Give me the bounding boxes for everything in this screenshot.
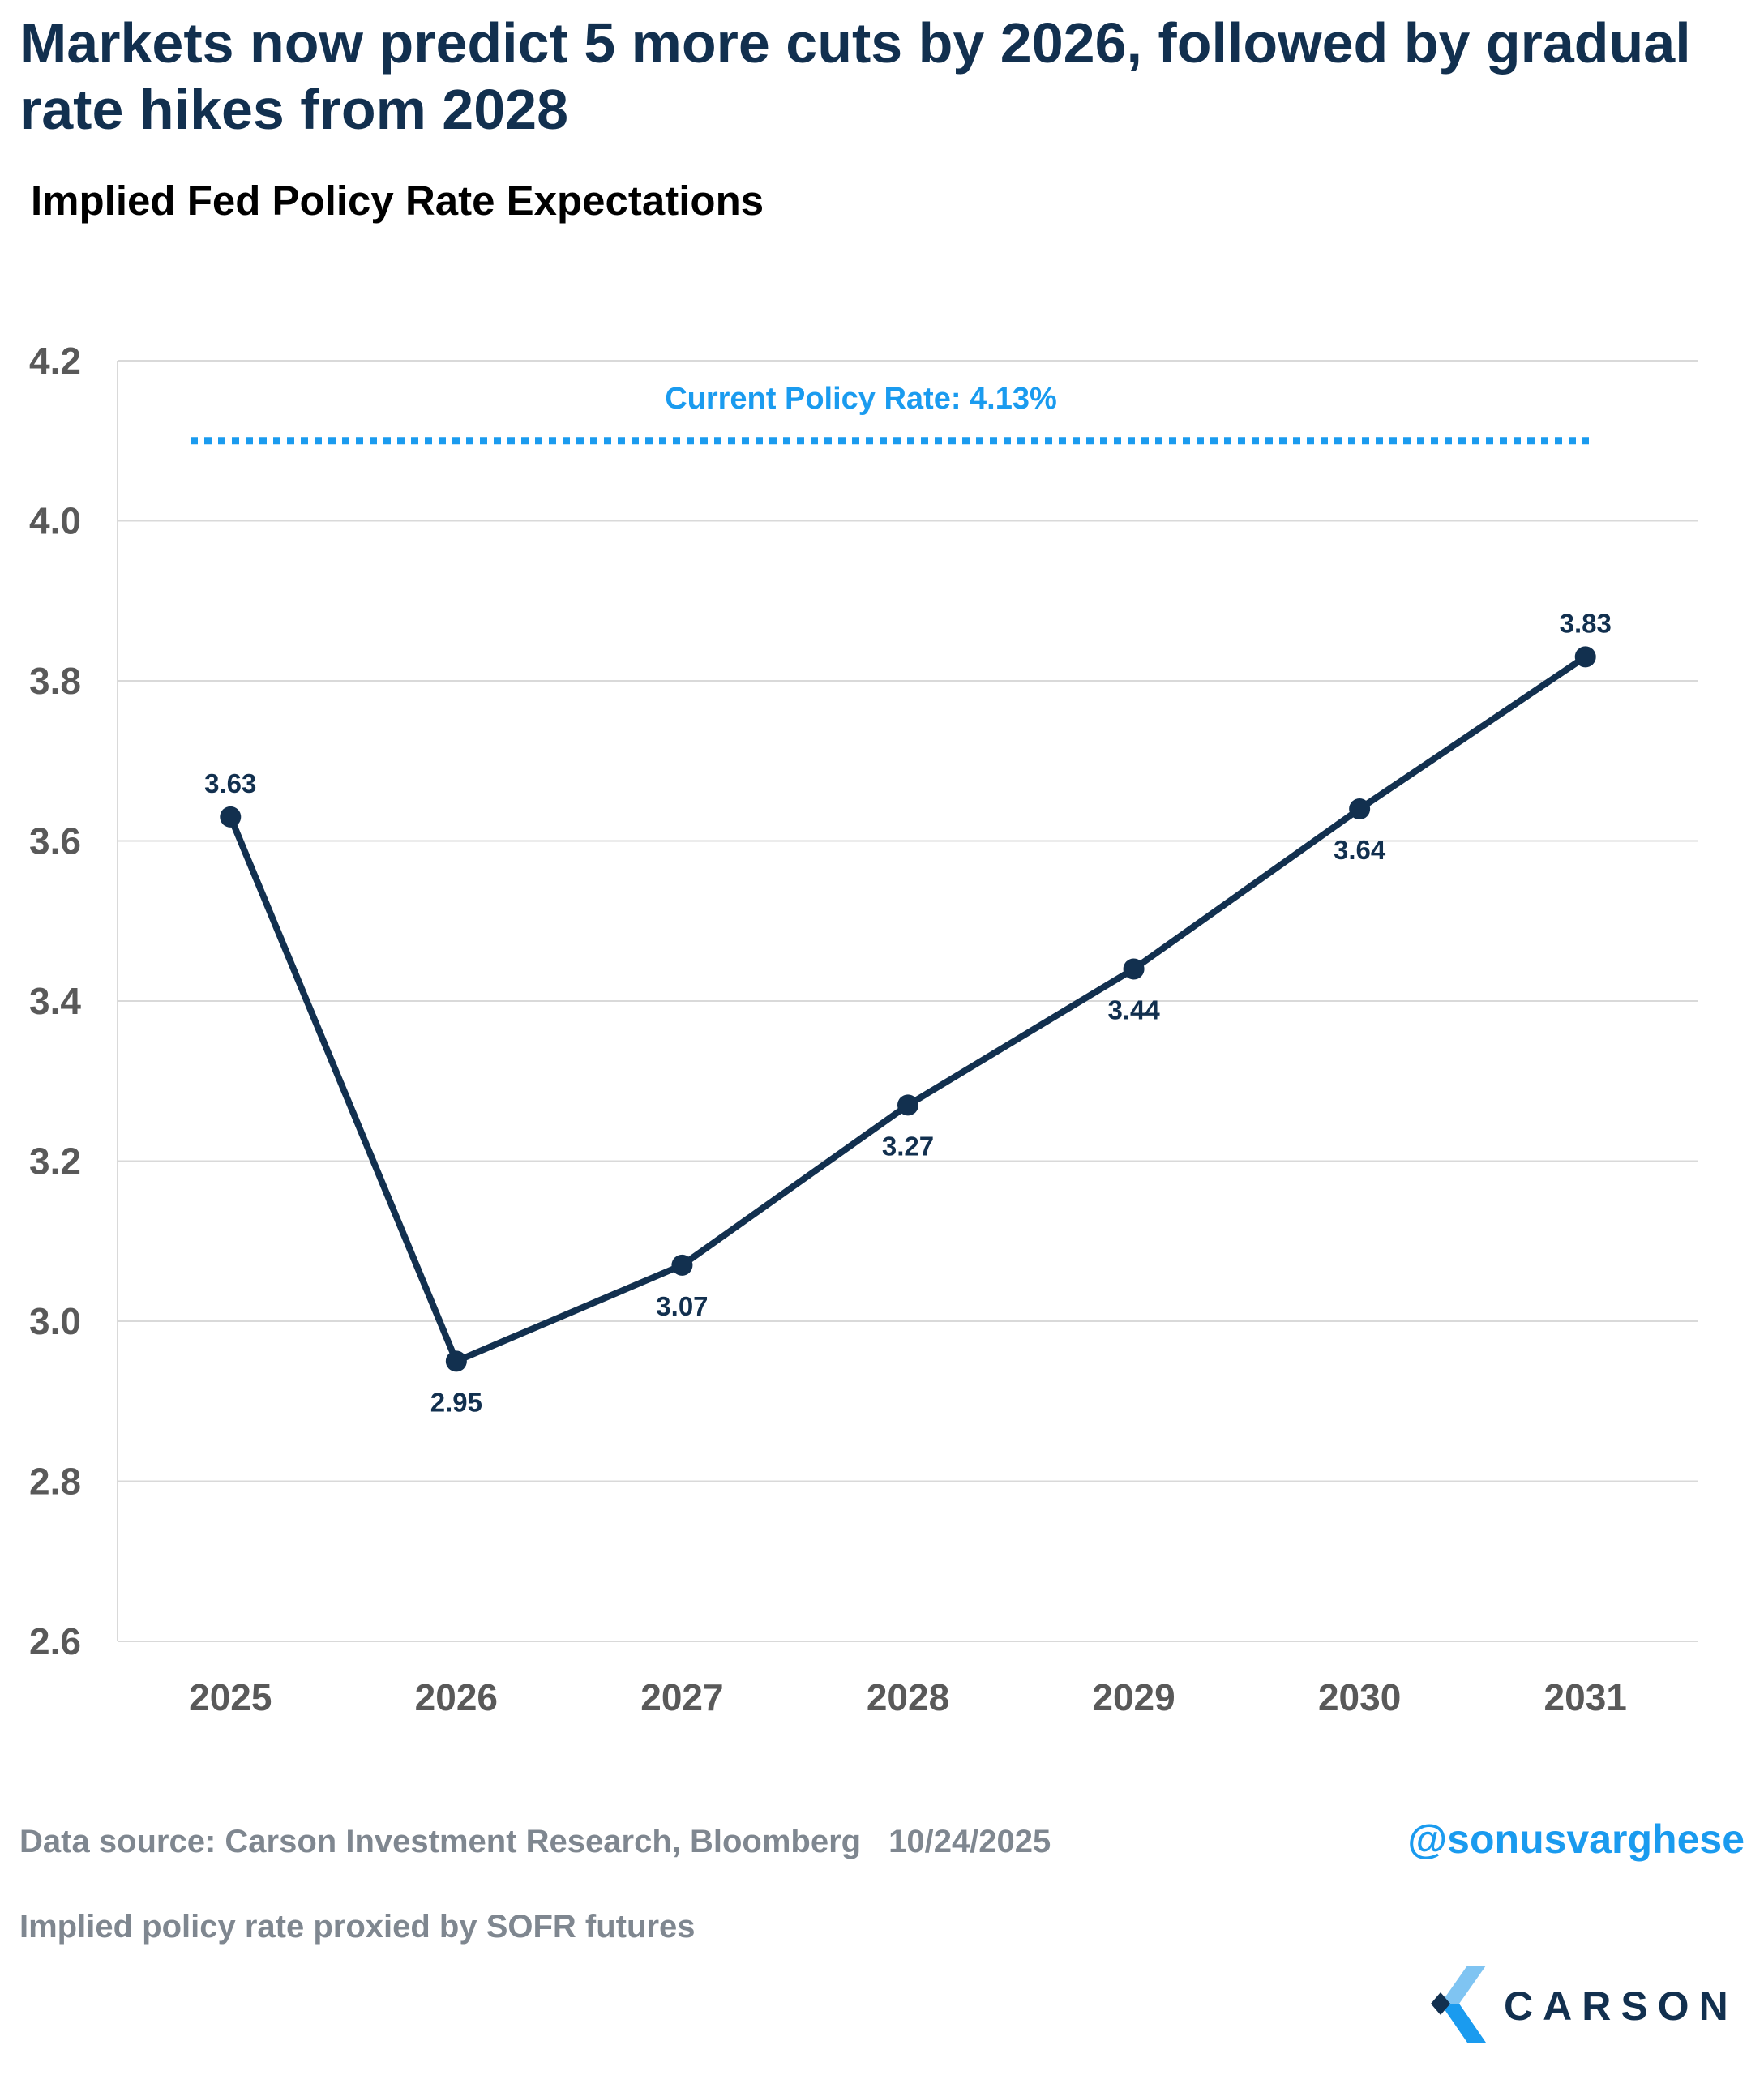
y-tick-label: 3.0 (29, 1300, 81, 1342)
line-chart: 2.6 2.8 3.0 3.2 3.4 3.6 3.8 4.0 4.2 2025 2026 2027… (29, 340, 1698, 1718)
data-point (220, 806, 242, 828)
y-tick-label: 3.2 (29, 1140, 81, 1183)
x-tick-label: 2030 (1318, 1676, 1401, 1718)
data-label: 2.95 (430, 1387, 482, 1417)
footnote: Implied policy rate proxied by SOFR futu… (19, 1909, 696, 1945)
data-point (897, 1094, 918, 1116)
y-tick-label: 2.8 (29, 1461, 81, 1503)
y-tick-label: 2.6 (29, 1620, 81, 1662)
chart-subtitle: Implied Fed Policy Rate Expectations (31, 178, 764, 224)
carson-chevron-icon (1431, 1966, 1486, 2043)
y-tick-label: 3.4 (29, 980, 81, 1022)
y-axis-ticks: 2.6 2.8 3.0 3.2 3.4 3.6 3.8 4.0 4.2 (29, 340, 81, 1662)
reference-line-group: Current Policy Rate: 4.13% (191, 382, 1589, 445)
y-tick-label: 3.6 (29, 820, 81, 862)
data-label: 3.63 (204, 768, 256, 798)
source-text: Data source: Carson Investment Research,… (19, 1824, 862, 1859)
x-tick-label: 2031 (1544, 1676, 1627, 1718)
y-tick-label: 3.8 (29, 660, 81, 702)
data-label: 3.83 (1560, 608, 1612, 638)
data-label: 3.27 (882, 1131, 934, 1161)
carson-logo-text: CARSON (1504, 1983, 1738, 2029)
y-tick-label: 4.0 (29, 500, 81, 542)
chart-title: Markets now predict 5 more cuts by 2026,… (19, 11, 1691, 141)
data-label: 3.44 (1107, 995, 1160, 1025)
data-point (445, 1350, 467, 1372)
series-line (227, 653, 1589, 1365)
x-tick-label: 2029 (1092, 1676, 1175, 1718)
data-source: Data source: Carson Investment Research,… (19, 1824, 1051, 1860)
data-point (1123, 958, 1145, 980)
series-group: 3.63 2.95 3.07 3.27 3.44 3.64 3.83 (204, 608, 1612, 1417)
data-label: 3.64 (1334, 835, 1386, 865)
reference-line-label: Current Policy Rate: 4.13% (665, 382, 1057, 416)
author-handle: @sonusvarghese (1407, 1816, 1745, 1862)
x-axis-ticks: 2025 2026 2027 2028 2029 2030 2031 (189, 1676, 1627, 1718)
source-date: 10/24/2025 (888, 1824, 1051, 1859)
x-tick-label: 2028 (867, 1676, 949, 1718)
x-tick-label: 2025 (189, 1676, 272, 1718)
y-tick-label: 4.2 (29, 340, 81, 382)
carson-logo: CARSON (1423, 1962, 1747, 2051)
data-point (1574, 646, 1596, 668)
data-label: 3.07 (656, 1291, 708, 1321)
x-tick-label: 2027 (640, 1676, 723, 1718)
data-point (1349, 798, 1371, 819)
x-tick-label: 2026 (415, 1676, 498, 1718)
data-point (671, 1254, 693, 1276)
gridlines (117, 360, 1698, 1642)
